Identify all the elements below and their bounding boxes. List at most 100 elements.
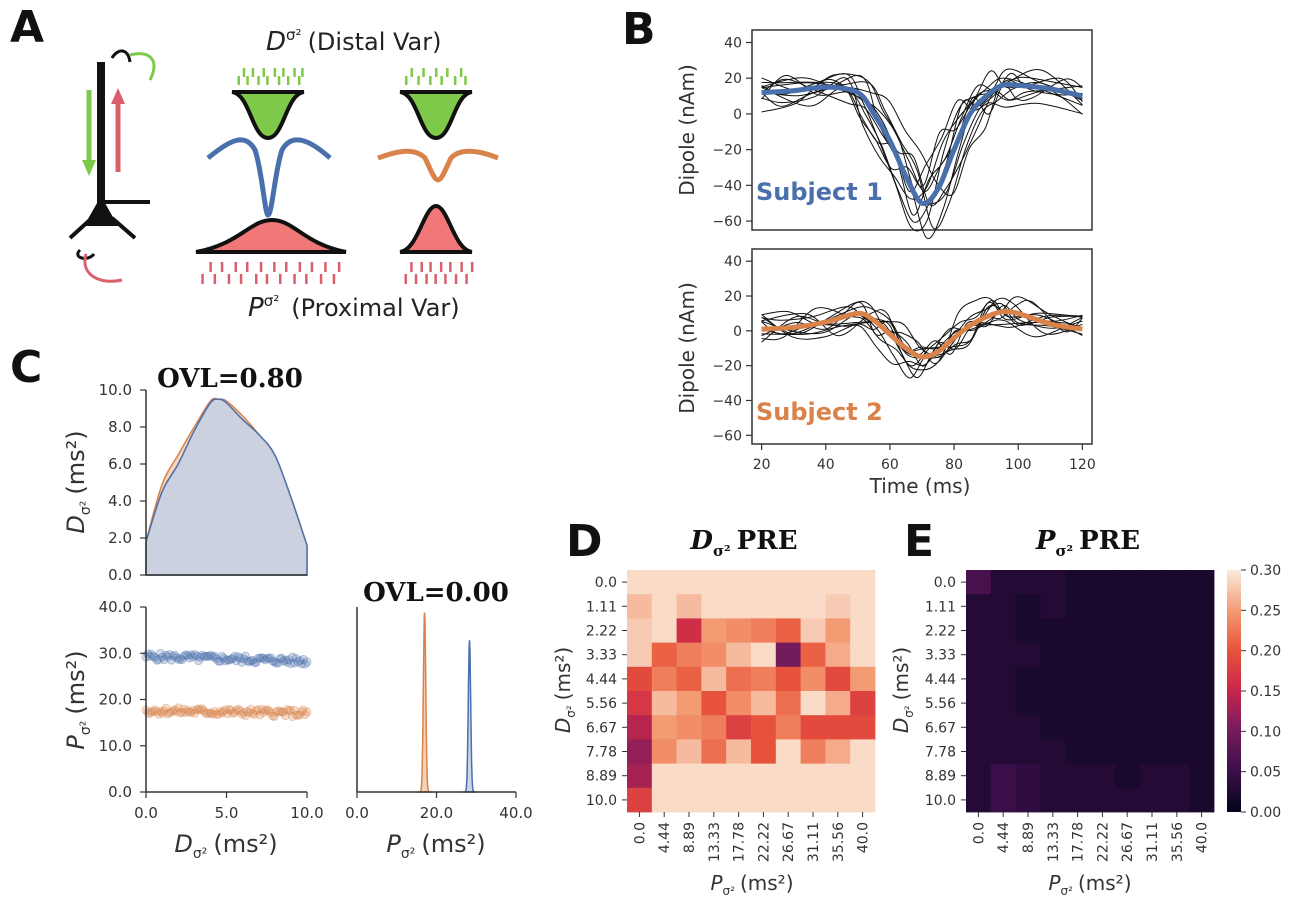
scatter-point <box>271 658 281 668</box>
heatmap-cell <box>1114 739 1140 764</box>
trial-line <box>761 68 1083 232</box>
heatmap-cell <box>1189 787 1215 813</box>
scatter-point <box>242 706 252 716</box>
ovl-right-label: OVL=0.00 <box>363 578 509 608</box>
heatmap-cell <box>651 691 677 716</box>
heatmap-cell <box>966 739 992 764</box>
scatter-point <box>208 709 218 719</box>
apical-dendrite <box>97 62 105 212</box>
heatmap-cell <box>1065 787 1091 813</box>
y-tick-label: 10.0 <box>586 793 617 809</box>
scatter-point <box>161 650 171 660</box>
heatmap-cell <box>676 691 702 716</box>
scatter-point <box>262 653 272 663</box>
subject1-mean-line <box>761 81 1083 207</box>
heatmap-cell <box>1090 739 1116 764</box>
scatter-point <box>204 651 214 661</box>
heatmap-cell <box>676 715 702 740</box>
x-tick-label: 120 <box>1069 457 1096 473</box>
heatmap-cell <box>627 691 653 716</box>
heatmap-cell <box>751 691 777 716</box>
scatter-point <box>195 652 205 662</box>
distal-distribution-narrow <box>399 90 473 141</box>
heatmap-cell <box>627 787 653 813</box>
y-tick-label: 5.56 <box>925 696 956 712</box>
scatter-point <box>161 703 171 713</box>
scatter-point <box>291 654 301 663</box>
scatter-point <box>206 650 216 660</box>
y-axis-label: Dσ²(ms²) <box>889 647 916 733</box>
spike-mark <box>251 68 255 77</box>
heatmap-cell <box>825 618 851 643</box>
scatter-point <box>177 655 187 665</box>
panel-label-e: E <box>904 516 934 567</box>
spike-mark <box>429 262 432 272</box>
scatter-point <box>163 652 173 662</box>
y-tick-label: 10.0 <box>99 381 132 399</box>
proximal-synapse <box>76 248 96 260</box>
scatter-point <box>226 705 236 715</box>
heatmap-cell <box>1065 691 1091 716</box>
scatter-point <box>286 659 296 669</box>
up-arrow-head-icon <box>111 88 125 104</box>
heatmap-cell <box>1139 618 1165 643</box>
heatmap-cell <box>1015 691 1041 716</box>
scatter-point <box>275 654 285 663</box>
spike-mark <box>337 262 341 272</box>
scatter-point <box>284 655 294 665</box>
heatmap-d: 0.0 1.11 2.22 3.33 4.44 5.56 6.67 7.78 8.89 10.0 0… <box>586 570 876 862</box>
heatmap-cell <box>1189 570 1215 595</box>
spike-mark <box>246 76 249 85</box>
spike-mark <box>273 68 277 77</box>
colorbar-ticks: 0.30 0.25 0.20 0.15 0.10 0.05 0.00 <box>1241 563 1281 821</box>
scatter-point <box>150 653 160 663</box>
y-tick-label: 30.0 <box>99 644 132 662</box>
proximal-input-axon <box>83 253 123 283</box>
spike-mark <box>332 274 336 284</box>
blue-density <box>145 398 308 576</box>
scatter-point <box>186 708 196 717</box>
heatmap-cell <box>850 691 876 716</box>
heatmap-cell <box>1189 642 1215 668</box>
colorbar-tick-label: 0.05 <box>1250 765 1281 781</box>
heatmap-cell <box>651 666 677 692</box>
y-tick-label: 7.78 <box>586 745 617 761</box>
spike-mark <box>237 76 240 85</box>
heatmap-cell <box>627 739 653 764</box>
heatmap-cell <box>751 739 777 764</box>
heatmap-cell <box>800 787 826 813</box>
x-tick-label: 17.78 <box>1071 822 1087 862</box>
scatter-point <box>188 652 198 662</box>
scatter-point <box>288 712 297 722</box>
scatter-point <box>253 653 263 663</box>
heatmap-cell <box>701 715 727 740</box>
heatmap-cell <box>775 691 801 716</box>
heatmap-cell <box>990 594 1016 619</box>
orange-density <box>417 612 432 793</box>
scatter-point <box>231 656 241 666</box>
scatter-point <box>168 706 178 716</box>
x-tick-label: 35.56 <box>1170 822 1186 862</box>
scatter-point <box>184 707 194 717</box>
y-tick-label: 40 <box>724 36 742 52</box>
heatmap-cell <box>1065 715 1091 740</box>
spike-mark <box>265 274 269 284</box>
heatmap-cell <box>627 666 653 692</box>
x-tick-label: 20 <box>753 457 771 473</box>
scatter-point <box>156 648 165 658</box>
scatter-point <box>190 708 200 718</box>
heatmap-cell <box>1189 691 1215 716</box>
scatter-point <box>172 653 182 663</box>
spike-mark <box>410 68 413 77</box>
scatter-point <box>269 712 279 721</box>
heatmap-cell <box>1164 594 1190 619</box>
heatmap-cell <box>676 739 702 764</box>
heatmap-cell <box>1139 787 1165 813</box>
heatmap-cell <box>651 570 677 595</box>
heatmap-cell <box>1164 715 1190 740</box>
heatmap-cell <box>825 715 851 740</box>
scatter-point <box>235 706 245 716</box>
heatmap-d-title: Dσ² PRE <box>689 526 797 560</box>
x-tick-label: 22.22 <box>756 822 772 862</box>
distal-title: Dσ² (Distal Var) <box>266 26 441 57</box>
